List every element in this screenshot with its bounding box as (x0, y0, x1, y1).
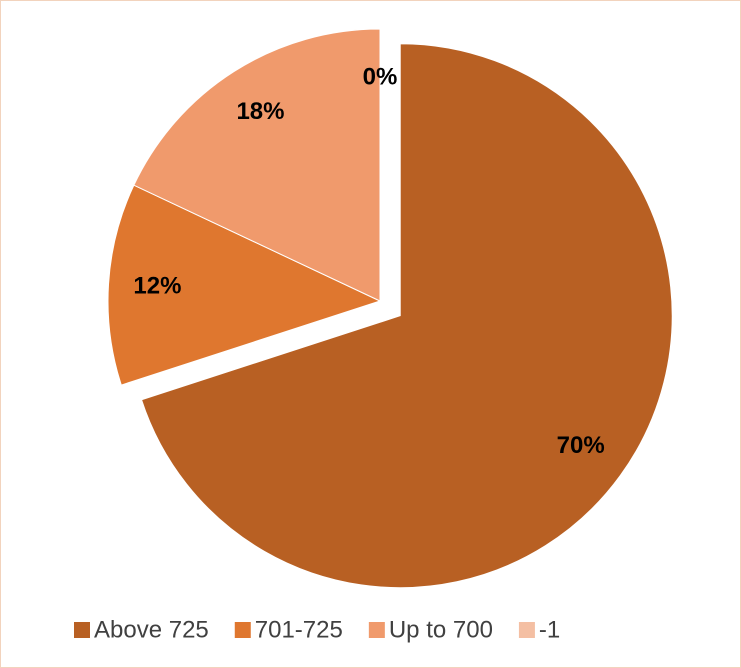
data-label: 0% (363, 63, 398, 90)
legend-label: -1 (539, 616, 560, 643)
data-label: 12% (133, 272, 181, 299)
legend-label: Up to 700 (389, 616, 493, 643)
legend-label: 701-725 (255, 616, 343, 643)
data-label: 18% (236, 98, 284, 125)
pie-slice (107, 184, 382, 386)
pie-slice (140, 43, 673, 589)
legend-swatch (74, 622, 90, 638)
legend-swatch (368, 622, 385, 638)
legend-swatch (518, 622, 535, 638)
legend-swatch (234, 622, 251, 638)
legend-label: Above 725 (94, 616, 209, 643)
pie-slice (133, 28, 381, 302)
data-label: 70% (557, 432, 605, 459)
